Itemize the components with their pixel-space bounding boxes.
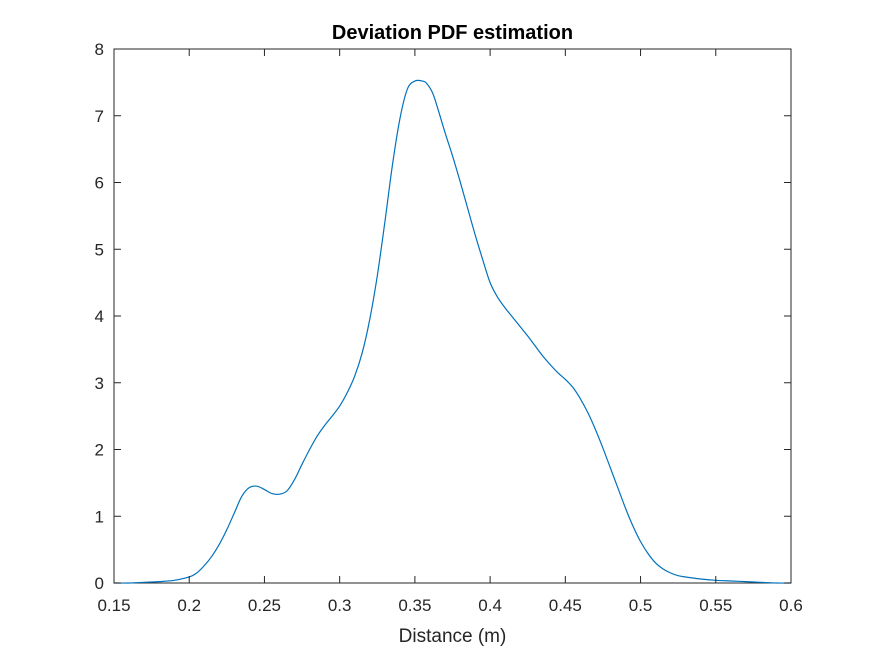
y-tick-label: 6 [95, 174, 104, 193]
x-axis-label: Distance (m) [399, 626, 507, 647]
y-axis: 0 1 2 3 4 5 6 7 8 [95, 40, 791, 593]
x-tick-label: 0.3 [328, 596, 352, 615]
x-tick-label: 0.55 [699, 596, 732, 615]
x-tick-label: 0.35 [398, 596, 431, 615]
y-tick-label: 8 [95, 40, 104, 59]
x-tick-label: 0.2 [177, 596, 201, 615]
x-axis: 0.15 0.2 0.25 0.3 0.35 0.4 0.45 0.5 0.55 0.6 [97, 49, 803, 615]
x-tick-label: 0.15 [97, 596, 130, 615]
chart-title: Deviation PDF estimation [332, 22, 573, 44]
x-tick-label: 0.45 [549, 596, 582, 615]
y-tick-label: 7 [95, 107, 104, 126]
y-tick-label: 5 [95, 240, 104, 259]
plot-area [113, 48, 792, 584]
y-tick-label: 2 [95, 441, 104, 460]
y-tick-label: 4 [95, 307, 104, 326]
y-tick-label: 1 [95, 507, 104, 526]
x-tick-label: 0.4 [478, 596, 502, 615]
x-tick-label: 0.6 [779, 596, 803, 615]
x-tick-label: 0.5 [629, 596, 653, 615]
pdf-curve [113, 79, 792, 584]
x-tick-label: 0.25 [248, 596, 281, 615]
axes-box [113, 48, 792, 584]
y-tick-label: 3 [95, 374, 104, 393]
y-tick-label: 0 [95, 574, 104, 593]
